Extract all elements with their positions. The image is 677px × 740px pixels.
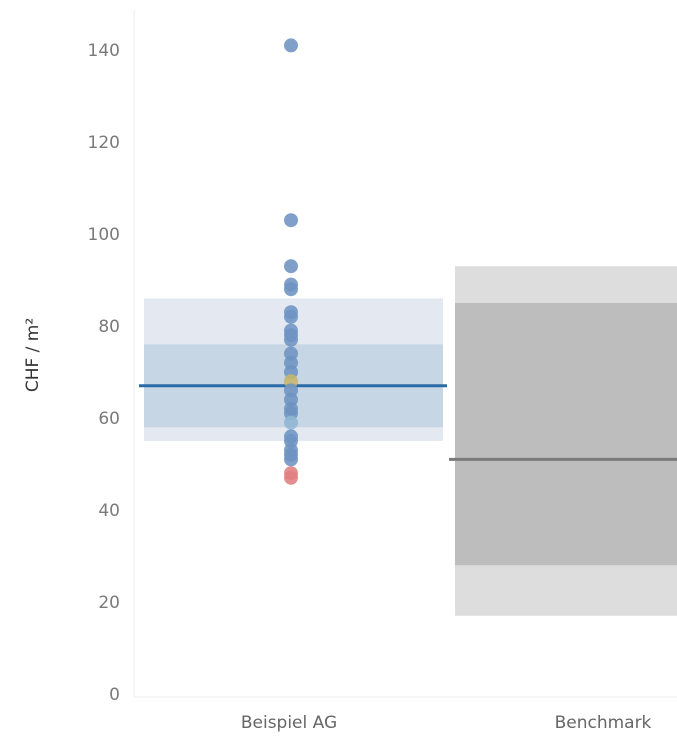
y-tick-label: 60: [98, 409, 120, 429]
x-category-label: Beispiel AG: [241, 713, 337, 733]
x-category-label: Benchmark: [555, 713, 652, 733]
band-inner-benchmark: [455, 303, 677, 566]
y-tick-label: 80: [98, 317, 120, 337]
y-axis-title: CHF / m²: [23, 318, 43, 392]
x-categories: Beispiel AG Benchmark: [241, 713, 652, 733]
data-point: [284, 38, 298, 53]
data-point: [284, 259, 298, 274]
y-tick-label: 120: [88, 133, 120, 153]
bands-layer: [139, 266, 677, 616]
data-point: [284, 282, 298, 297]
data-point: [284, 470, 298, 485]
data-point: [284, 452, 298, 467]
y-tick-label: 0: [109, 685, 120, 705]
data-point: [284, 415, 298, 430]
y-axis: [133, 10, 677, 698]
data-point: [284, 213, 298, 228]
points-layer: [284, 38, 298, 485]
y-ticks: 0 20 40 60 80 100 120 140: [88, 41, 120, 705]
y-tick-label: 140: [88, 41, 120, 61]
y-tick-label: 40: [98, 501, 120, 521]
y-tick-label: 100: [88, 225, 120, 245]
y-tick-label: 20: [98, 593, 120, 613]
data-point: [284, 332, 298, 347]
data-point: [284, 309, 298, 324]
